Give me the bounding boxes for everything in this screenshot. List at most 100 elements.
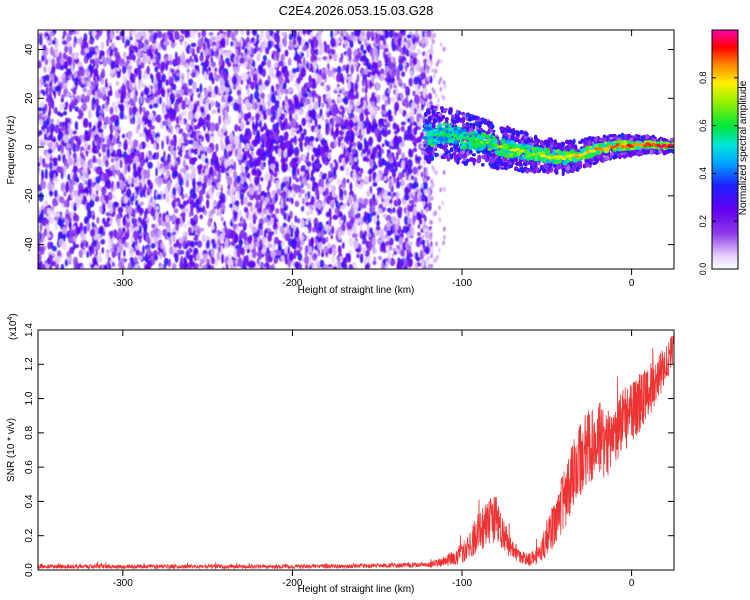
noise-dot xyxy=(39,246,45,255)
noise-dot xyxy=(39,130,43,136)
noise-dot xyxy=(315,188,320,199)
noise-dot xyxy=(141,83,146,88)
noise-dot xyxy=(272,156,276,164)
noise-dot xyxy=(219,85,225,95)
noise-dot xyxy=(38,107,43,112)
noise-dot xyxy=(341,221,346,231)
noise-dot xyxy=(60,182,66,192)
noise-dot xyxy=(213,169,217,177)
noise-dot xyxy=(63,199,68,208)
noise-dot xyxy=(242,147,245,153)
noise-dot xyxy=(205,168,209,175)
noise-dot xyxy=(193,54,198,62)
noise-dot xyxy=(384,30,388,40)
noise-dot xyxy=(337,245,342,254)
noise-dot xyxy=(83,33,88,43)
noise-dot xyxy=(175,127,180,134)
noise-dot xyxy=(183,166,187,175)
noise-dot xyxy=(203,145,208,152)
noise-dot xyxy=(128,68,132,75)
noise-dot xyxy=(188,78,194,86)
noise-dot xyxy=(405,241,409,250)
noise-dot xyxy=(133,155,139,164)
noise-dot xyxy=(208,173,211,180)
noise-dot xyxy=(57,133,61,142)
noise-dot xyxy=(162,251,167,258)
noise-dot xyxy=(56,166,62,173)
noise-dot xyxy=(366,63,372,70)
noise-dot xyxy=(139,104,142,115)
noise-dot xyxy=(106,147,111,158)
noise-dot xyxy=(423,58,427,64)
noise-dot xyxy=(134,226,140,231)
noise-dot xyxy=(88,245,92,252)
noise-dot xyxy=(233,170,237,180)
noise-dot xyxy=(135,199,139,207)
noise-dot xyxy=(306,235,309,242)
noise-dot xyxy=(74,57,80,65)
noise-dot xyxy=(110,230,114,239)
noise-dot xyxy=(222,266,225,269)
noise-dot xyxy=(317,221,324,232)
noise-dot xyxy=(261,68,266,78)
noise-dot xyxy=(127,164,131,173)
noise-dot xyxy=(72,244,76,251)
noise-dot xyxy=(164,32,168,42)
noise-dot xyxy=(115,30,120,34)
noise-dot xyxy=(399,30,405,34)
noise-dot xyxy=(265,128,271,138)
noise-dot xyxy=(217,34,222,41)
noise-dot xyxy=(347,81,351,91)
noise-dot xyxy=(340,142,345,150)
noise-dot xyxy=(202,169,206,174)
noise-dot xyxy=(103,221,107,228)
noise-dot xyxy=(255,200,260,209)
noise-dot xyxy=(274,228,278,235)
noise-dot xyxy=(287,246,291,255)
noise-dot xyxy=(299,136,303,142)
noise-dot xyxy=(85,241,89,248)
noise-dot xyxy=(86,52,91,60)
noise-dot xyxy=(166,136,170,145)
noise-dot xyxy=(301,86,305,94)
noise-dot xyxy=(363,198,369,206)
noise-dot xyxy=(173,151,177,161)
noise-dot xyxy=(408,252,413,258)
noise-dot xyxy=(265,47,270,55)
noise-dot xyxy=(135,249,140,256)
noise-dot xyxy=(376,220,381,227)
noise-dot xyxy=(260,30,264,38)
noise-dot xyxy=(111,125,117,131)
noise-dot xyxy=(178,138,182,148)
noise-dot xyxy=(231,194,237,204)
noise-dot xyxy=(190,30,196,39)
noise-dot xyxy=(46,233,52,238)
noise-dot xyxy=(94,265,98,269)
noise-dot xyxy=(256,251,262,257)
noise-dot xyxy=(171,262,177,269)
noise-dot xyxy=(109,206,114,214)
noise-dot xyxy=(120,92,125,103)
noise-dot xyxy=(127,65,132,70)
noise-dot xyxy=(42,44,47,52)
noise-dot xyxy=(220,216,224,222)
noise-dot xyxy=(357,53,362,60)
noise-dot xyxy=(165,79,170,86)
noise-dot xyxy=(275,208,280,214)
noise-dot xyxy=(198,207,204,213)
noise-dot xyxy=(108,170,113,177)
noise-dot xyxy=(98,115,103,122)
noise-dot xyxy=(357,176,362,181)
noise-dot xyxy=(248,187,255,196)
noise-dot xyxy=(201,153,205,163)
noise-dot xyxy=(361,203,365,209)
noise-dot xyxy=(275,180,280,190)
noise-dot xyxy=(330,30,334,39)
noise-dot xyxy=(176,249,182,256)
noise-dot xyxy=(172,83,177,91)
noise-dot xyxy=(130,73,136,84)
noise-dot xyxy=(269,129,273,136)
noise-dot xyxy=(405,187,410,195)
noise-dot xyxy=(407,246,412,252)
noise-dot xyxy=(189,157,193,165)
